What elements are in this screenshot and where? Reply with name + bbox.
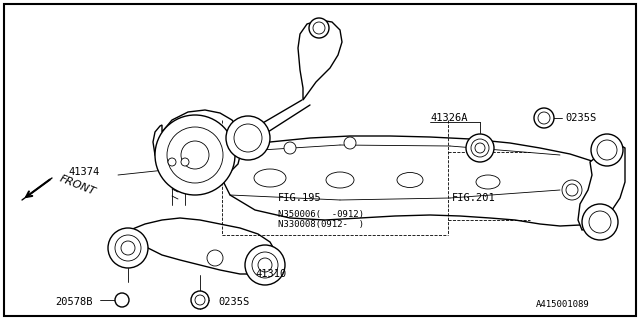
Circle shape [258,258,272,272]
Circle shape [108,228,148,268]
Circle shape [167,127,223,183]
Text: 0235S: 0235S [565,113,596,123]
Circle shape [582,204,618,240]
Text: FRONT: FRONT [58,173,97,197]
Circle shape [245,245,285,285]
Circle shape [309,18,329,38]
Circle shape [191,291,209,309]
Text: N330008(0912-  ): N330008(0912- ) [278,220,364,229]
Circle shape [181,158,189,166]
Circle shape [226,116,270,160]
Text: 41326A: 41326A [430,113,467,123]
Ellipse shape [254,169,286,187]
Polygon shape [120,218,278,274]
Text: 41310: 41310 [255,269,286,279]
Text: FIG.195: FIG.195 [278,193,322,203]
Circle shape [344,137,356,149]
Polygon shape [298,20,342,100]
Circle shape [589,211,611,233]
Text: N350006(  -0912): N350006( -0912) [278,210,364,219]
Circle shape [115,293,129,307]
Text: 20578B: 20578B [55,297,93,307]
Circle shape [115,235,141,261]
Circle shape [566,184,578,196]
Ellipse shape [397,172,423,188]
Ellipse shape [476,175,500,189]
Circle shape [207,250,223,266]
Text: 0235S: 0235S [218,297,249,307]
Text: A415001089: A415001089 [536,300,590,309]
Circle shape [534,108,554,128]
Circle shape [168,158,176,166]
Circle shape [591,134,623,166]
Text: 41374: 41374 [68,167,99,177]
Circle shape [195,295,205,305]
Circle shape [155,115,235,195]
Circle shape [466,134,494,162]
Circle shape [121,241,135,255]
Circle shape [313,22,325,34]
Circle shape [181,141,209,169]
Circle shape [234,124,262,152]
Circle shape [475,143,485,153]
Polygon shape [578,145,625,230]
Circle shape [252,252,278,278]
Circle shape [597,140,617,160]
Text: FIG.201: FIG.201 [452,193,496,203]
Circle shape [284,142,296,154]
Circle shape [471,139,489,157]
Circle shape [538,112,550,124]
Ellipse shape [326,172,354,188]
Circle shape [562,180,582,200]
Polygon shape [153,110,242,182]
Polygon shape [220,136,618,226]
